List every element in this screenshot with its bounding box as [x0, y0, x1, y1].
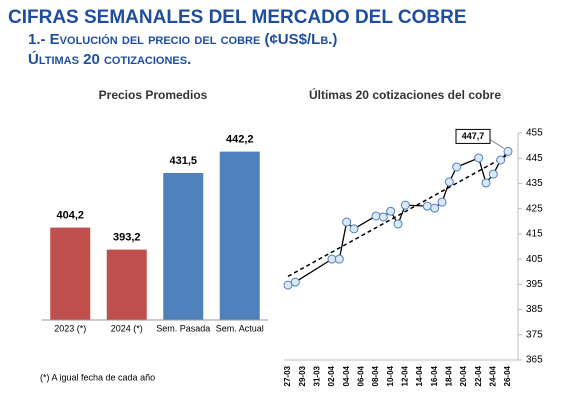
point	[386, 206, 396, 216]
line-title: Últimas 20 cotizaciones del cobre	[309, 87, 501, 102]
annotation-leader	[489, 138, 505, 149]
point	[430, 203, 440, 213]
y-tick-label: 375	[526, 329, 543, 340]
y-tick-label: 385	[526, 304, 543, 315]
x-tick-label: 02-04	[327, 365, 336, 386]
point	[290, 277, 300, 287]
y-tick-label: 365	[526, 355, 543, 366]
annotation: 447,7	[462, 131, 485, 141]
x-tick-label: 14-04	[415, 365, 424, 386]
point	[503, 146, 513, 156]
y-tick-label: 415	[526, 229, 543, 240]
point	[393, 219, 403, 229]
value-label: 431,5	[169, 155, 197, 167]
point	[444, 177, 454, 187]
y-tick-label: 455	[526, 128, 543, 139]
x-tick-label: 06-04	[356, 365, 365, 386]
x-tick-label: 20-04	[459, 365, 468, 386]
x-tick-label: 12-04	[400, 365, 409, 386]
point	[378, 212, 388, 222]
price-line	[287, 150, 509, 286]
value-label: 393,2	[113, 232, 141, 244]
x-tick-label: Sem. Actual	[216, 323, 264, 333]
x-tick-label: 18-04	[444, 365, 453, 386]
x-tick-label: Sem. Pasada	[156, 323, 210, 333]
value-label: 404,2	[56, 210, 84, 222]
point	[342, 217, 352, 227]
trend-line	[287, 154, 509, 278]
x-tick-label: 16-04	[430, 365, 439, 386]
x-tick-label: 26-04	[503, 365, 512, 386]
bar	[219, 151, 260, 320]
y-tick-label: 435	[526, 178, 543, 189]
point	[334, 254, 344, 264]
point	[422, 201, 432, 211]
point	[474, 153, 484, 163]
point	[283, 280, 293, 290]
y-tick-label: 425	[526, 203, 543, 214]
title: CIFRAS SEMANALES DEL MERCADO DEL COBRE	[8, 7, 467, 28]
x-tick-label: 10-04	[386, 365, 395, 386]
point	[488, 169, 498, 179]
value-label: 442,2	[226, 134, 254, 146]
point	[327, 254, 337, 264]
x-tick-label: 2024 (*)	[111, 323, 143, 333]
point	[400, 200, 410, 210]
subtitle: 1.- Evolución del precio del cobre (¢US$…	[28, 31, 337, 48]
note: (*) A igual fecha de cada año	[40, 372, 155, 382]
point	[349, 224, 359, 234]
y-tick-label: 395	[526, 279, 543, 290]
x-tick-label: 27-03	[283, 365, 292, 386]
point	[452, 162, 462, 172]
bar	[163, 173, 204, 320]
x-tick-label: 08-04	[371, 365, 380, 386]
bar	[106, 249, 147, 320]
subtitle-2: Últimas 20 cotizaciones.	[28, 50, 191, 68]
x-tick-label: 04-04	[342, 365, 351, 386]
bar-title: Precios Promedios	[99, 88, 208, 102]
point	[371, 211, 381, 221]
x-tick-label: 31-03	[312, 365, 321, 386]
y-tick-label: 405	[526, 254, 543, 265]
x-tick-label: 24-04	[488, 365, 497, 386]
annotation-box	[455, 128, 491, 144]
x-tick-label: 2023 (*)	[54, 323, 86, 333]
point	[496, 155, 506, 165]
point	[437, 197, 447, 207]
point	[481, 178, 491, 188]
x-tick-label: 29-03	[298, 365, 307, 386]
y-tick-label: 445	[526, 153, 543, 164]
x-tick-label: 22-04	[474, 365, 483, 386]
bar	[50, 227, 91, 320]
